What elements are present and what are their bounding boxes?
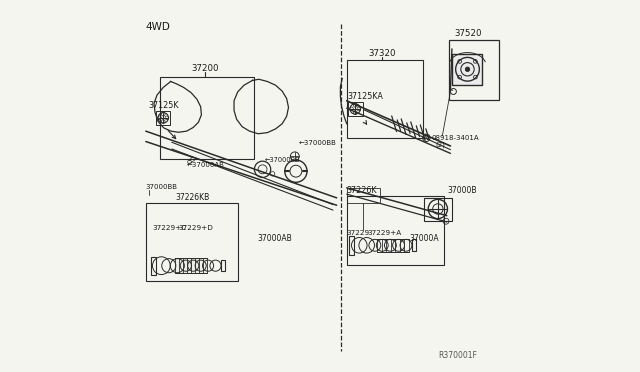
Bar (347, 188, 380, 203)
Text: 37000BB: 37000BB (146, 184, 178, 190)
Bar (156, 111, 170, 125)
Text: 37226KB: 37226KB (175, 193, 210, 202)
Text: 37125K: 37125K (148, 101, 179, 110)
Text: (2): (2) (435, 141, 445, 148)
Text: R370001F: R370001F (438, 351, 477, 360)
Bar (146, 203, 239, 280)
Text: 37000AB: 37000AB (257, 234, 292, 243)
Bar (452, 54, 483, 85)
Text: 37229+C: 37229+C (152, 225, 187, 231)
Bar (348, 102, 363, 116)
Text: 37229: 37229 (347, 230, 370, 237)
Text: 37200: 37200 (191, 64, 219, 73)
Bar (160, 77, 255, 159)
Text: 37520: 37520 (454, 29, 482, 38)
Text: N: N (424, 135, 428, 141)
Text: ←37000BB: ←37000BB (298, 140, 337, 146)
Circle shape (465, 67, 470, 71)
Text: 37000A: 37000A (410, 234, 439, 243)
Bar (349, 235, 354, 255)
Bar (151, 257, 156, 275)
Text: 37229+D: 37229+D (179, 225, 213, 231)
Bar (412, 239, 416, 251)
Text: ←37000AB: ←37000AB (187, 162, 225, 168)
Bar (347, 196, 444, 264)
Bar (221, 260, 225, 271)
Text: ←37000BB: ←37000BB (264, 157, 300, 163)
Text: 37125KA: 37125KA (347, 92, 383, 101)
Text: 37000B: 37000B (447, 186, 477, 195)
Text: 4WD: 4WD (145, 22, 170, 32)
Text: 37226K: 37226K (347, 186, 377, 195)
Bar (347, 60, 422, 138)
Bar (449, 40, 499, 100)
Text: 37229+A: 37229+A (367, 230, 402, 237)
Text: 08918-3401A: 08918-3401A (431, 135, 479, 141)
Text: 37320: 37320 (369, 49, 396, 58)
Bar (424, 198, 452, 221)
